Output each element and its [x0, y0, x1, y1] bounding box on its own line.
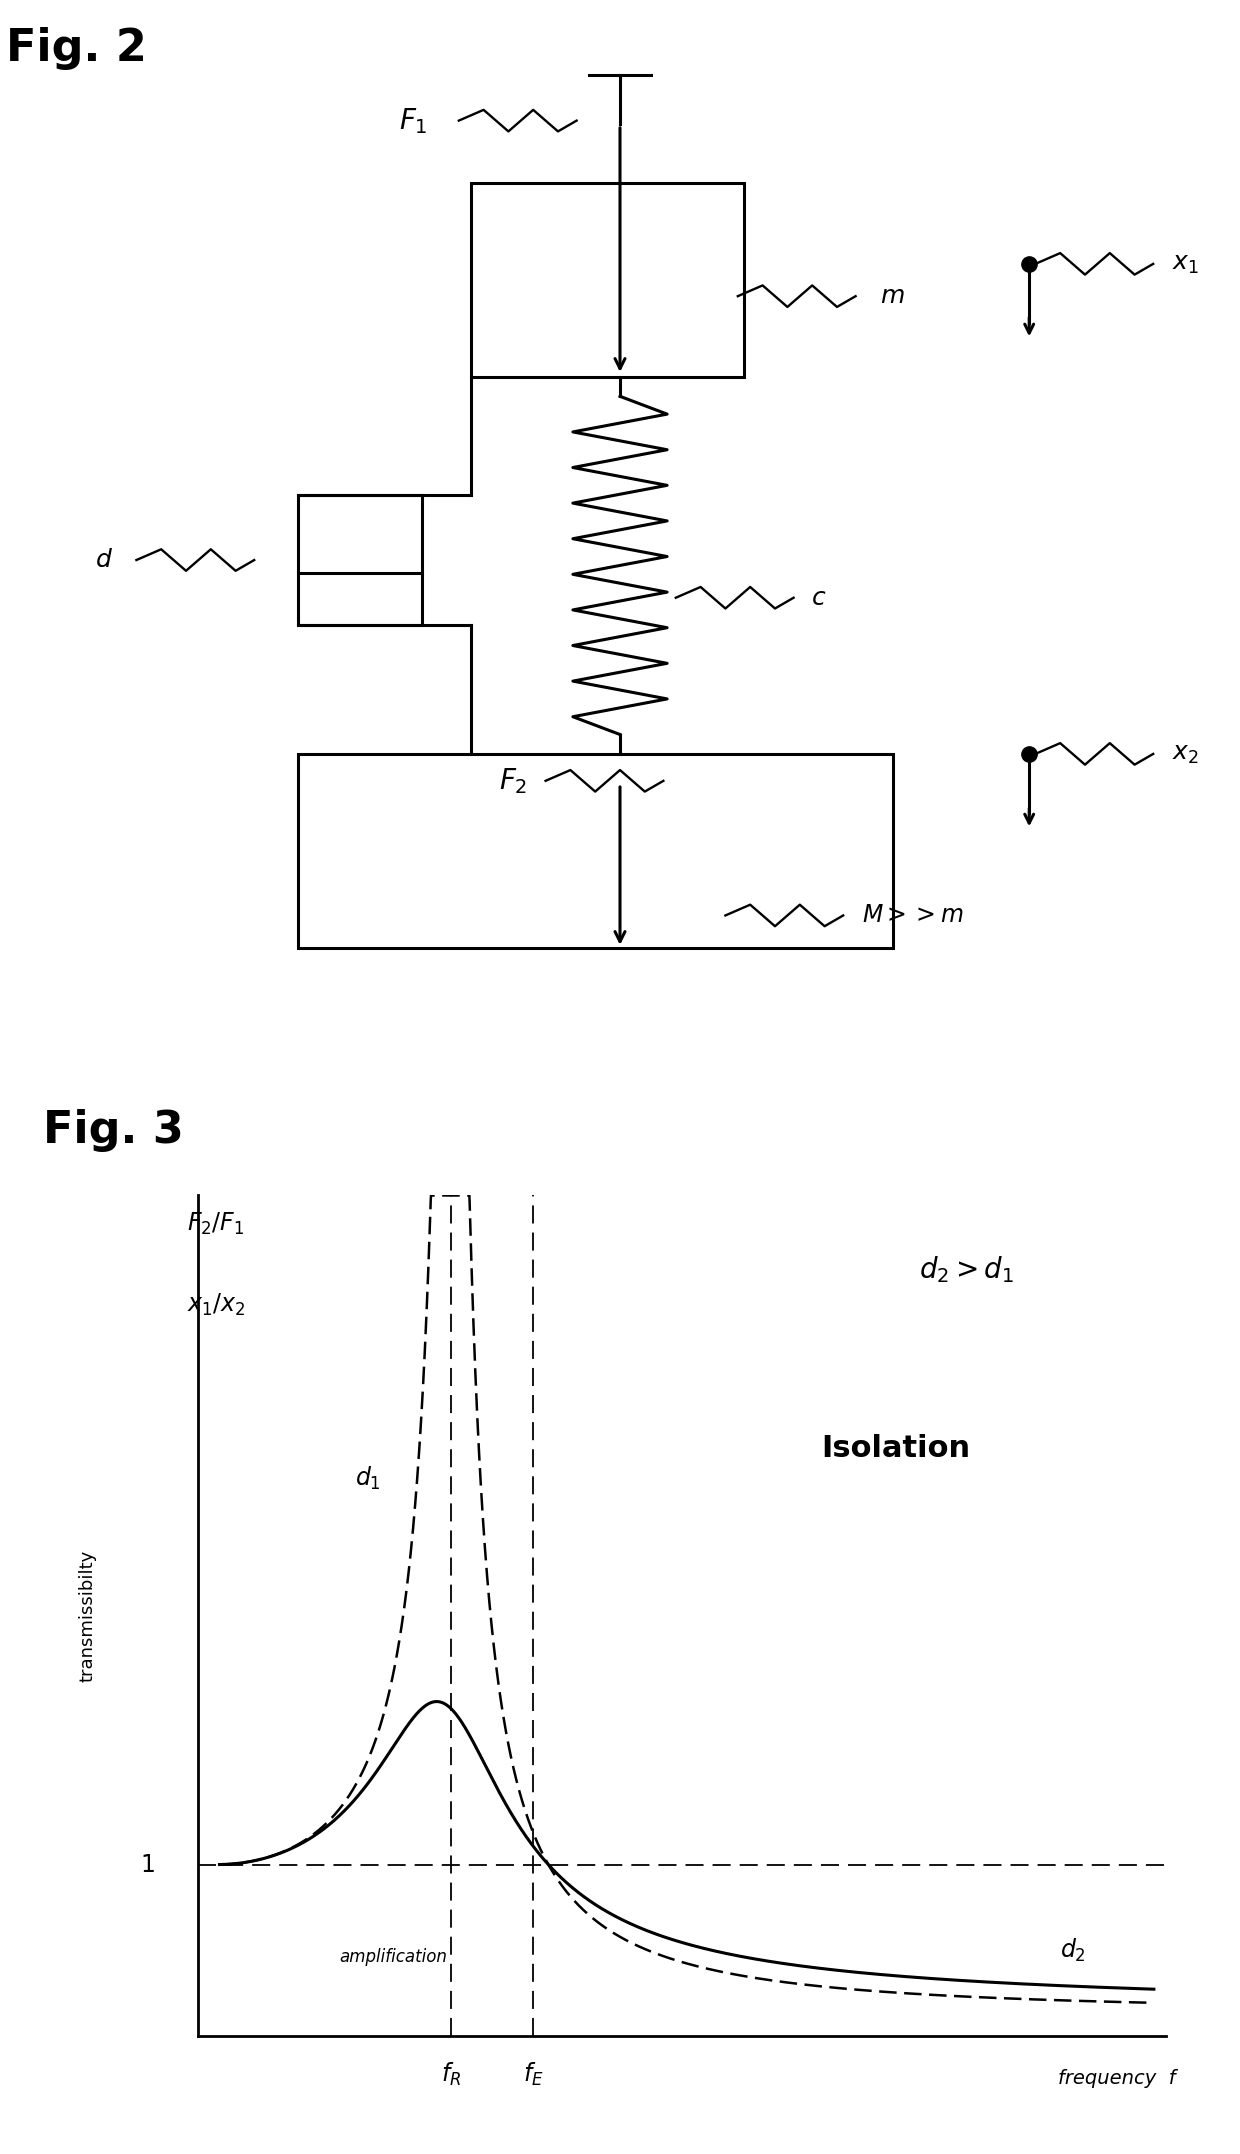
- Text: $f_E$: $f_E$: [523, 2061, 543, 2087]
- Text: amplification: amplification: [339, 1947, 446, 1967]
- Text: Fig. 3: Fig. 3: [43, 1109, 185, 1152]
- Text: m: m: [880, 284, 905, 308]
- Text: $d_2$: $d_2$: [1060, 1936, 1086, 1964]
- Text: Fig. 2: Fig. 2: [6, 28, 148, 69]
- Text: frequency  f: frequency f: [1058, 2070, 1176, 2087]
- Text: $F_2$: $F_2$: [498, 767, 527, 795]
- Text: $x_1$: $x_1$: [1172, 252, 1199, 276]
- Text: Isolation: Isolation: [822, 1435, 971, 1463]
- Text: $d_1$: $d_1$: [355, 1465, 381, 1491]
- Text: 1: 1: [140, 1852, 155, 1876]
- Text: $F_2/F_1$: $F_2/F_1$: [187, 1211, 244, 1236]
- Text: $f_R$: $f_R$: [441, 2061, 461, 2087]
- Text: $d_2>d_1$: $d_2>d_1$: [919, 1254, 1014, 1286]
- Text: $F_1$: $F_1$: [399, 106, 428, 136]
- Bar: [298, 754, 893, 948]
- Bar: [471, 183, 744, 377]
- Text: $M>>m$: $M>>m$: [862, 903, 963, 928]
- Text: d: d: [95, 547, 112, 573]
- Text: $x_1/x_2$: $x_1/x_2$: [187, 1292, 246, 1318]
- Text: c: c: [812, 586, 826, 610]
- Text: transmissibilty: transmissibilty: [78, 1549, 97, 1682]
- Bar: [298, 495, 422, 625]
- Text: $x_2$: $x_2$: [1172, 741, 1199, 767]
